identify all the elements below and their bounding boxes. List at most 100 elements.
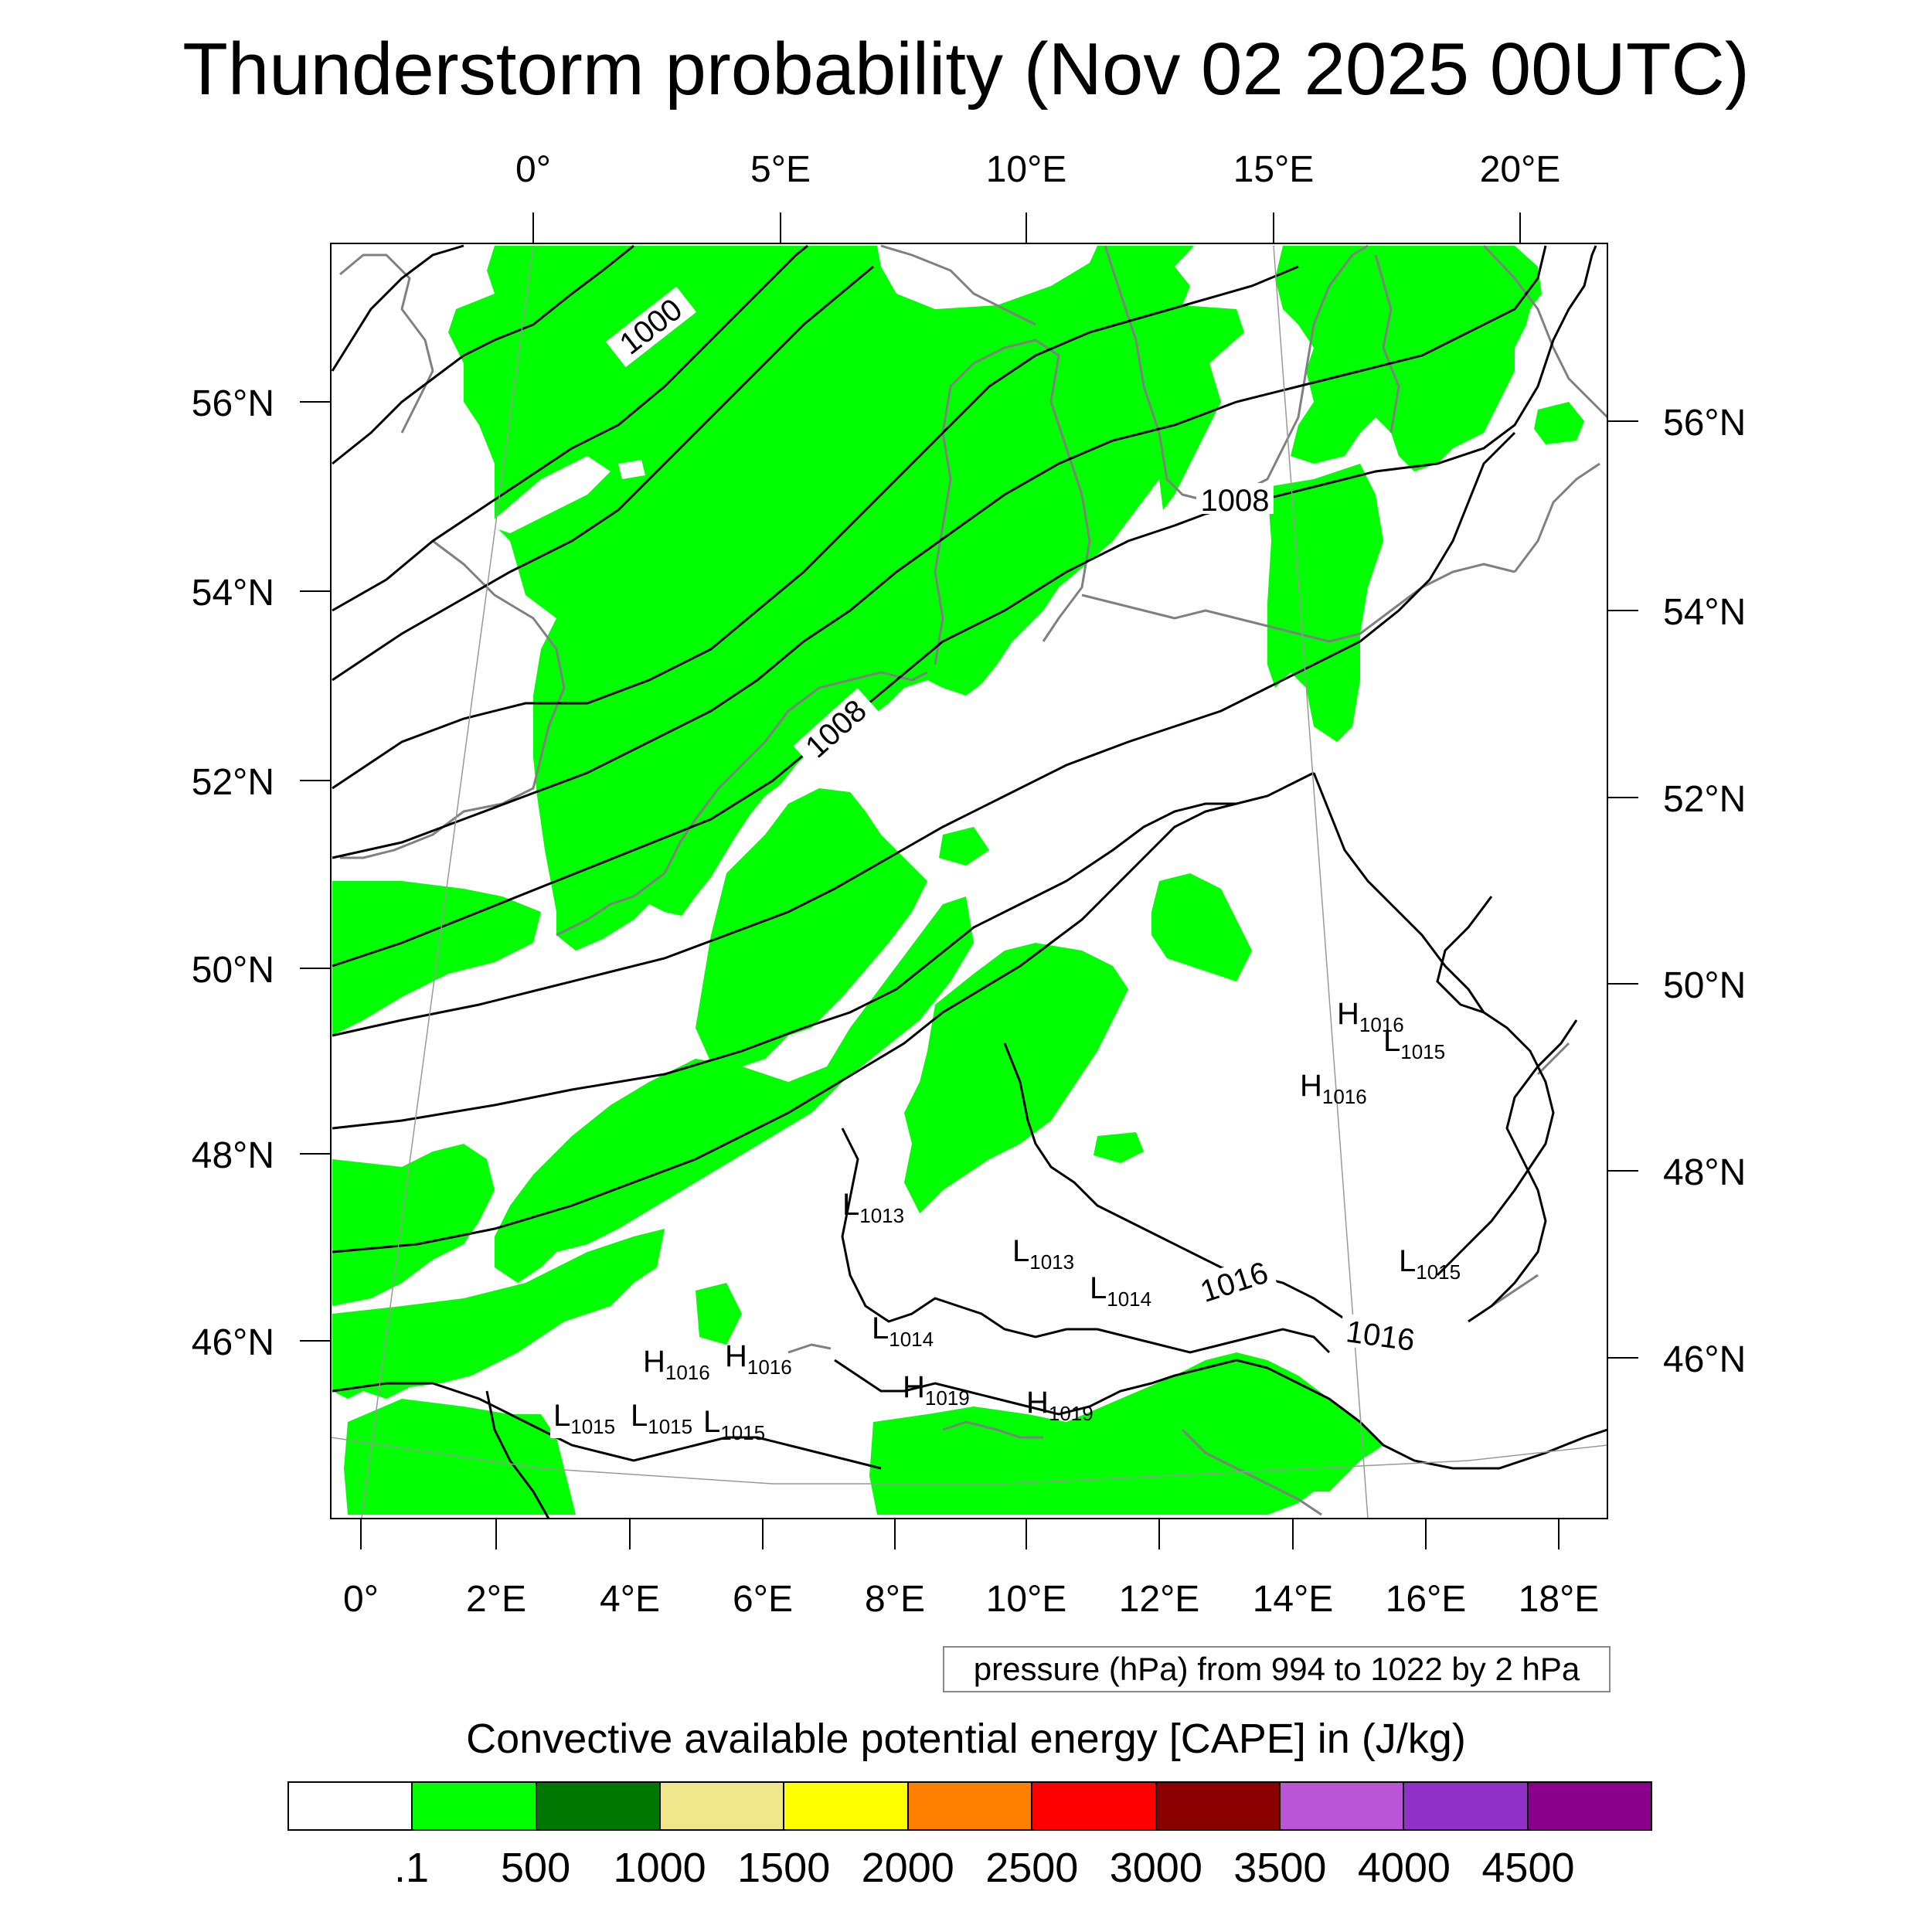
pressure-center: L1013 [1012,1234,1074,1274]
colorbar-swatch [413,1783,537,1829]
isobar [331,244,464,372]
top-lon-label: 10°E [986,149,1067,190]
colorbar-swatch [1032,1783,1157,1829]
bottom-lon-label: 0° [343,1579,379,1620]
pressure-center: L1013 [842,1188,904,1227]
isobar-label-bg [1190,1253,1277,1309]
pressure-center-bg [628,1395,705,1438]
isobar [332,244,634,465]
pressure-center: L1015 [1383,1024,1445,1063]
coastline-adriatic [1181,1428,1322,1516]
right-lat-label: 48°N [1663,1152,1746,1193]
pressure-center: L1014 [1090,1271,1151,1311]
isobar-se [1468,1019,1578,1323]
cape-area-france-central [332,1229,665,1399]
pressure-center: L1015 [703,1405,765,1444]
coastline-baltic-south [1081,563,1515,643]
isobar-alps-south [834,1359,1361,1423]
coastlines [339,244,1607,1516]
isobars [331,244,1607,1519]
right-lat-label: 50°N [1663,965,1746,1006]
top-lon-label: 0° [515,149,551,190]
top-lon-ticks [532,213,1521,243]
lake-neusiedl [1536,1042,1570,1076]
isobar-1000 [332,265,1299,790]
pressure-center: H1016 [1300,1069,1367,1108]
left-lat-labels: 56°N 54°N 52°N 50°N 48°N 46°N [192,383,274,1363]
cape-area-rhine [495,896,974,1283]
colorbar-tick-label: 2500 [985,1845,1079,1891]
right-lat-label: 46°N [1663,1339,1746,1380]
colorbar-tick-label: 1500 [737,1845,831,1891]
colorbar-swatch [289,1783,413,1829]
isobar-label-bg [1196,483,1274,514]
coastline-denmark [934,338,1091,665]
contour-info-box: pressure (hPa) from 994 to 1022 by 2 hPa [943,1646,1611,1692]
coastline-baltics [1513,462,1600,573]
isobar [332,265,874,682]
cape-area-mediterranean [869,1352,1383,1515]
bottom-lon-label: 6°E [733,1579,793,1620]
isobar-labels: 1000 1008 1008 1016 1016 [605,286,1423,1358]
left-lat-label: 52°N [192,762,274,803]
right-lat-label: 52°N [1663,779,1746,820]
right-lat-labels: 56°N 54°N 52°N 50°N 48°N 46°N [1663,403,1746,1380]
cape-area-gulf-finland [1534,402,1584,444]
colorbar-tick-label: 4500 [1481,1845,1575,1891]
cape-area-small [696,1283,742,1345]
top-lon-label: 20°E [1480,149,1561,190]
coastline-norway [880,244,1036,326]
colorbar-swatch [661,1783,785,1829]
left-lat-label: 54°N [192,573,274,614]
cape-area-lowlands [696,788,927,1066]
colorbar-swatch [908,1783,1033,1829]
isobar [485,1390,550,1519]
cape-area-bohemia [1151,873,1252,981]
cape-areas [332,246,1584,1515]
isobar-adriatic [1359,1420,1607,1470]
isobar [332,802,1237,1253]
right-lat-label: 56°N [1663,403,1746,444]
left-lat-label: 46°N [192,1322,274,1363]
pressure-center: H1016 [1337,997,1404,1036]
clear-patch [618,460,645,479]
cape-area-france-north [332,1144,495,1306]
isobar [1436,896,1493,1014]
pressure-center: H1019 [903,1370,970,1410]
top-lon-label: 15°E [1233,149,1315,190]
pressure-center: H1019 [1026,1386,1094,1425]
cape-area-bavaria [904,943,1128,1213]
colorbar-tick-label: 1000 [613,1845,706,1891]
bottom-lon-ticks [360,1519,1560,1549]
isobar-label-bg [605,286,697,368]
graticule [331,245,1607,1519]
isobar-label-bg [1338,1313,1423,1357]
pressure-center: L1015 [553,1399,615,1438]
coastline-scotland [339,253,434,434]
isobar-label: 1008 [1201,484,1270,518]
colorbar-tick-labels: .1 500 1000 1500 2000 2500 3000 3500 4000 4500 [0,1843,1932,1897]
cape-area-small [939,827,989,866]
isobar-label: 1016 [1196,1256,1272,1309]
cape-clear-patches [487,456,645,533]
cape-area-small [1094,1132,1144,1163]
colorbar-tick-label: 3000 [1109,1845,1202,1891]
pressure-center: L1015 [1399,1244,1461,1284]
map-content [331,244,1607,1519]
isobar [332,771,1315,1130]
colorbar-tick-label: 2000 [861,1845,954,1891]
colorbar-tick-label: .1 [394,1845,430,1891]
bottom-lon-label: 2°E [466,1579,526,1620]
lake-balaton [1491,1274,1539,1308]
bottom-lon-label: 8°E [865,1579,925,1620]
colorbar-title: Convective available potential energy [C… [466,1716,1466,1762]
clear-patch [487,456,611,533]
isobar [332,245,1547,859]
bottom-lon-label: 16°E [1386,1579,1467,1620]
isobar-ligurian [332,1382,882,1470]
left-lat-label: 50°N [192,950,274,991]
isobar-1016-east [1312,772,1555,1277]
pressure-center: H1016 [725,1339,792,1379]
colorbar-swatch [1156,1783,1281,1829]
